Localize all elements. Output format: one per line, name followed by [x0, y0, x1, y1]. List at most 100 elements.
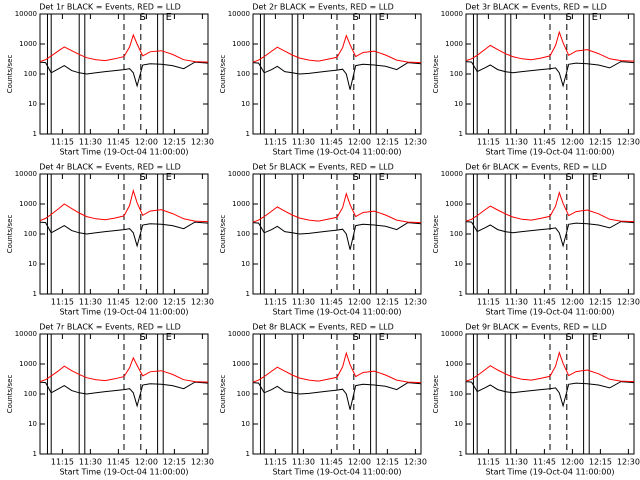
interval-marker: S: [565, 12, 571, 23]
interval-marker: S: [139, 332, 145, 343]
series-line: [39, 33, 209, 63]
y-tick-label: 1: [459, 290, 463, 298]
interval-marker: E: [166, 332, 172, 343]
y-tick-label: 10: [28, 260, 37, 268]
x-tick-label: 12:15: [163, 138, 186, 147]
chart-title: Det 7r BLACK = Events, RED = LLD: [39, 323, 181, 332]
x-tick-label: 11:45: [533, 298, 556, 307]
x-tick-label: 11:45: [533, 138, 556, 147]
x-axis-label: Start Time (19-Oct-04 11:00:00): [485, 148, 614, 157]
chart-title: Det 4r BLACK = Events, RED = LLD: [39, 163, 181, 172]
series-line: [252, 191, 422, 224]
x-tick-label: 11:15: [264, 458, 287, 467]
y-tick-label: 100: [237, 390, 250, 398]
y-tick-label: 100: [24, 390, 37, 398]
interval-marker: S: [352, 332, 358, 343]
chart-title: Det 3r BLACK = Events, RED = LLD: [465, 3, 607, 12]
series-line: [465, 190, 635, 223]
y-tick-label: 10: [28, 420, 37, 428]
interval-marker: E: [592, 172, 598, 183]
x-tick-label: 11:30: [79, 458, 102, 467]
y-tick-label: 10000: [15, 170, 37, 178]
y-tick-label: 1: [33, 130, 37, 138]
y-tick-label: 10: [241, 260, 250, 268]
x-tick-label: 12:15: [376, 138, 399, 147]
x-axis-label: Start Time (19-Oct-04 11:00:00): [272, 308, 401, 317]
interval-marker: E: [166, 172, 172, 183]
series-line: [252, 351, 422, 384]
x-tick-label: 12:30: [617, 298, 640, 307]
y-tick-label: 1000: [232, 360, 250, 368]
y-axis-label: Counts/sec: [219, 375, 227, 414]
chart-title: Det 1r BLACK = Events, RED = LLD: [39, 3, 181, 12]
interval-marker: E: [379, 172, 385, 183]
y-tick-label: 100: [237, 230, 250, 238]
y-tick-label: 100: [237, 70, 250, 78]
y-tick-label: 10: [454, 420, 463, 428]
x-tick-label: 12:30: [191, 458, 214, 467]
x-axis-label: Start Time (19-Oct-04 11:00:00): [59, 148, 188, 157]
x-axis-label: Start Time (19-Oct-04 11:00:00): [59, 468, 188, 477]
chart-title: Det 2r BLACK = Events, RED = LLD: [252, 3, 394, 12]
x-tick-label: 11:45: [533, 458, 556, 467]
x-tick-label: 12:30: [617, 138, 640, 147]
series-line: [465, 381, 635, 408]
series-line: [252, 62, 422, 90]
x-tick-label: 11:15: [264, 298, 287, 307]
x-tick-label: 11:15: [477, 138, 500, 147]
x-tick-label: 12:30: [191, 138, 214, 147]
series-line: [39, 221, 209, 248]
y-tick-label: 10: [241, 100, 250, 108]
chart-title: Det 9r BLACK = Events, RED = LLD: [465, 323, 607, 332]
y-axis-label: Counts/sec: [432, 215, 440, 254]
x-tick-label: 11:30: [505, 298, 528, 307]
y-tick-label: 100: [24, 70, 37, 78]
x-tick-label: 11:45: [320, 298, 343, 307]
interval-marker: E: [166, 12, 172, 23]
y-tick-label: 1000: [232, 200, 250, 208]
x-axis-label: Start Time (19-Oct-04 11:00:00): [485, 468, 614, 477]
interval-marker: E: [379, 332, 385, 343]
x-tick-label: 11:15: [264, 138, 287, 147]
y-tick-label: 1: [33, 450, 37, 458]
y-tick-label: 100: [450, 70, 463, 78]
chart-title: Det 8r BLACK = Events, RED = LLD: [252, 323, 394, 332]
x-tick-label: 12:30: [191, 298, 214, 307]
y-tick-label: 10000: [441, 170, 463, 178]
y-axis-label: Counts/sec: [6, 215, 14, 254]
y-tick-label: 10: [454, 260, 463, 268]
y-tick-label: 10: [241, 420, 250, 428]
y-tick-label: 10000: [228, 170, 250, 178]
x-tick-label: 12:30: [404, 298, 427, 307]
x-tick-label: 12:00: [135, 298, 158, 307]
x-tick-label: 12:30: [404, 458, 427, 467]
y-tick-label: 1: [246, 130, 250, 138]
x-tick-label: 11:30: [292, 138, 315, 147]
y-axis-label: Counts/sec: [219, 55, 227, 94]
x-tick-label: 12:00: [135, 138, 158, 147]
chart-title: Det 6r BLACK = Events, RED = LLD: [465, 163, 607, 172]
x-tick-label: 11:45: [107, 138, 130, 147]
x-tick-label: 12:00: [135, 458, 158, 467]
series-line: [465, 350, 635, 383]
x-tick-label: 12:00: [348, 458, 371, 467]
x-tick-label: 11:45: [107, 298, 130, 307]
y-axis-label: Counts/sec: [219, 215, 227, 254]
x-tick-label: 12:15: [589, 298, 612, 307]
y-tick-label: 1000: [445, 360, 463, 368]
x-tick-label: 11:15: [51, 298, 74, 307]
x-tick-label: 11:45: [107, 458, 130, 467]
x-tick-label: 12:15: [163, 458, 186, 467]
y-axis-label: Counts/sec: [432, 55, 440, 94]
x-tick-label: 12:15: [376, 298, 399, 307]
y-axis-label: Counts/sec: [6, 375, 14, 414]
interval-marker: S: [352, 172, 358, 183]
series-line: [465, 30, 635, 62]
chart-title: Det 5r BLACK = Events, RED = LLD: [252, 163, 394, 172]
x-tick-label: 11:15: [51, 138, 74, 147]
x-tick-label: 12:30: [617, 458, 640, 467]
series-line: [252, 382, 422, 410]
y-tick-label: 10000: [441, 330, 463, 338]
